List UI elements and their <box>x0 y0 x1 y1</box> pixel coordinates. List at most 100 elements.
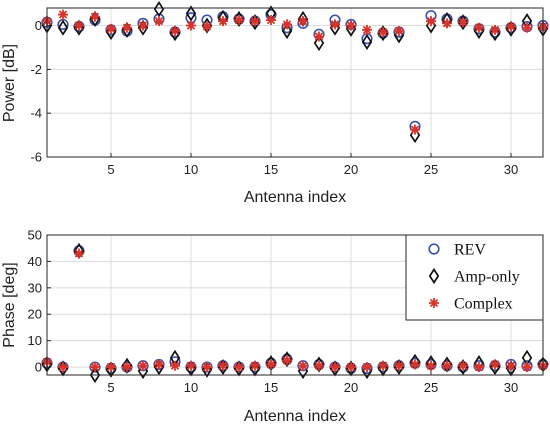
complex-point <box>122 362 132 373</box>
x-tick-label: 30 <box>504 380 518 395</box>
complex-point <box>522 22 532 33</box>
y-tick-label: 20 <box>28 307 42 322</box>
x-axis-label: Antenna index <box>244 408 346 425</box>
complex-point <box>330 19 340 30</box>
complex-point <box>378 27 388 38</box>
complex-point <box>394 360 404 371</box>
amp-only-point <box>361 33 373 51</box>
axes-box <box>46 7 544 158</box>
amp-only-point <box>185 5 197 22</box>
complex-point <box>154 16 164 27</box>
y-tick-label: 30 <box>28 280 42 295</box>
complex-point <box>218 360 228 371</box>
complex-point <box>90 362 100 373</box>
complex-point <box>74 20 84 31</box>
complex-point <box>74 248 84 259</box>
complex-point <box>202 362 212 373</box>
complex-point <box>314 360 324 371</box>
complex-point <box>426 360 436 371</box>
complex-point <box>298 360 308 371</box>
amp-only-point <box>377 25 389 42</box>
amp-only-point <box>345 20 357 37</box>
legend-label: REV <box>454 242 486 259</box>
amp-only-point <box>313 34 325 52</box>
x-tick-label: 15 <box>264 162 278 177</box>
x-tick-label: 25 <box>424 380 438 395</box>
complex-point <box>522 362 532 373</box>
amp-only-point <box>281 22 293 40</box>
plot-area <box>47 8 543 157</box>
complex-point <box>234 362 244 373</box>
complex-point <box>154 359 164 370</box>
y-tick-label: 10 <box>28 333 42 348</box>
x-tick-label: 20 <box>344 380 358 395</box>
complex-point <box>266 359 276 370</box>
complex-point <box>266 15 276 26</box>
legend: REV Amp-only Complex <box>405 234 544 321</box>
complex-point <box>282 355 292 366</box>
complex-point <box>250 360 260 371</box>
complex-point <box>458 17 468 28</box>
complex-point <box>426 16 436 27</box>
complex-point <box>474 362 484 373</box>
complex-point <box>362 362 372 373</box>
complex-point <box>442 18 452 29</box>
complex-point <box>490 24 500 35</box>
complex-point <box>282 19 292 30</box>
legend-marker-complex <box>429 298 439 308</box>
y-tick-label: 40 <box>28 254 42 269</box>
complex-point <box>506 360 516 371</box>
complex-point <box>106 362 116 373</box>
complex-point <box>394 26 404 37</box>
complex-point <box>474 22 484 33</box>
complex-point <box>458 360 468 371</box>
complex-point <box>506 21 516 32</box>
legend-label: Complex <box>454 296 513 313</box>
complex-point <box>122 22 132 33</box>
complex-point <box>58 362 68 373</box>
amp-only-point <box>473 22 485 40</box>
legend-label: Amp-only <box>454 269 520 286</box>
complex-point <box>250 16 260 27</box>
complex-point <box>362 24 372 35</box>
y-axis-label: Phase [deg] <box>1 262 18 347</box>
x-tick-label: 10 <box>184 162 198 177</box>
y-tick-label: 0 <box>35 360 42 375</box>
x-tick-label: 10 <box>184 380 198 395</box>
complex-point <box>410 359 420 370</box>
amp-only-point <box>489 25 501 42</box>
complex-point <box>138 20 148 31</box>
y-tick-label: 50 <box>28 228 42 243</box>
complex-point <box>202 21 212 32</box>
complex-point <box>346 362 356 373</box>
amp-only-point <box>57 19 69 36</box>
x-tick-label: 5 <box>107 380 114 395</box>
amp-only-point <box>329 19 341 36</box>
complex-point <box>186 360 196 371</box>
complex-point <box>234 15 244 26</box>
complex-point <box>410 124 420 135</box>
y-tick-label: -2 <box>30 62 42 77</box>
complex-point <box>106 23 116 34</box>
complex-point <box>58 9 68 20</box>
amp-only-point <box>153 1 165 18</box>
complex-point <box>330 362 340 373</box>
complex-point <box>442 360 452 371</box>
complex-point <box>378 360 388 371</box>
x-axis-label: Antenna index <box>244 189 346 206</box>
complex-point <box>218 16 228 27</box>
legend-marker-rev <box>428 243 440 255</box>
complex-point <box>170 26 180 37</box>
y-axis-label: Power [dB] <box>1 44 18 122</box>
x-tick-label: 30 <box>504 162 518 177</box>
complex-point <box>138 360 148 371</box>
rev-point <box>57 18 69 31</box>
complex-point <box>314 31 324 42</box>
x-tick-label: 15 <box>264 380 278 395</box>
x-tick-label: 5 <box>107 162 114 177</box>
amp-only-point <box>89 366 101 384</box>
phase-subplot: 5 10 15 20 25 30 0 10 20 30 40 50 Antenna index Phase… <box>1 228 549 425</box>
complex-point <box>186 20 196 31</box>
complex-point <box>90 11 100 22</box>
